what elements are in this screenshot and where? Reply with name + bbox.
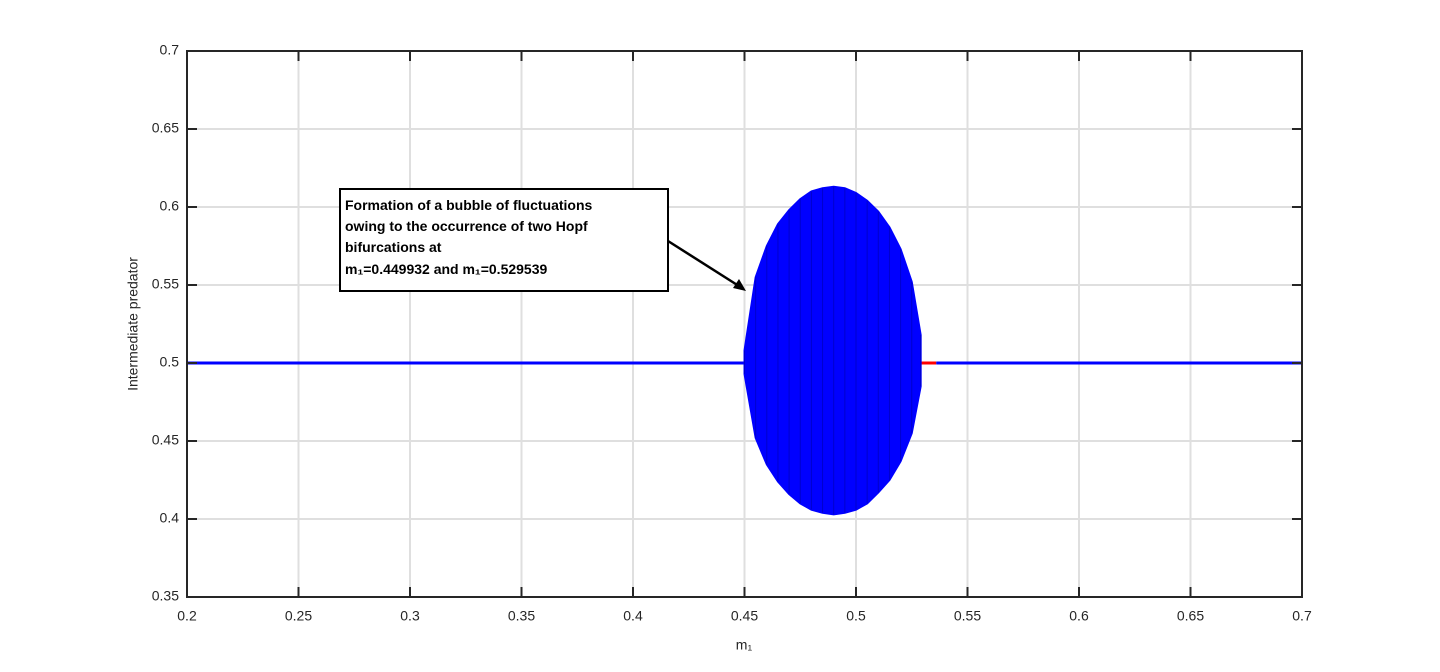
annotation-arrowhead [733,279,746,291]
axes-box [186,50,1303,598]
y-tick-label: 0.7 [160,42,180,58]
x-axis-label: m₁ [736,637,753,653]
annotation: Formation of a bubble of fluctuations ow… [339,188,746,292]
x-tick-label: 0.4 [623,608,643,624]
y-tick-label: 0.6 [160,198,180,214]
x-tick-label: 0.25 [285,608,312,624]
y-tick-label: 0.55 [152,276,179,292]
grid [186,50,1303,598]
annotation-text: Formation of a bubble of fluctuations [345,197,593,213]
x-tick-label: 0.2 [177,608,197,624]
annotation-text: m₁=0.449932 and m₁=0.529539 [345,261,547,277]
plot-area [187,185,1302,516]
annotation-arrow [667,239,743,290]
annotation-box [339,188,669,292]
y-axis-label: Intermediate predator [125,257,141,391]
x-tick-label: 0.35 [508,608,535,624]
y-tick-label: 0.65 [152,120,179,136]
y-tick-label: 0.45 [152,432,179,448]
y-tick-label: 0.4 [160,510,180,526]
x-tick-label: 0.45 [731,608,758,624]
x-tick-label: 0.3 [400,608,420,624]
x-tick-label: 0.55 [954,608,981,624]
x-tick-label: 0.7 [1292,608,1312,624]
oscillation-bubble [743,185,922,516]
x-tick-label: 0.5 [846,608,866,624]
axes: 0.2 0.25 0.3 0.35 0.4 0.45 0.5 0.55 0.6 0.65 0.7 0.… [152,42,1312,624]
x-tick-label: 0.65 [1177,608,1204,624]
y-tick-label: 0.35 [152,588,179,604]
annotation-text: bifurcations at [345,239,442,255]
annotation-text: owing to the occurrence of two Hopf [345,218,588,234]
x-tick-label: 0.6 [1069,608,1089,624]
y-tick-label: 0.5 [160,354,180,370]
